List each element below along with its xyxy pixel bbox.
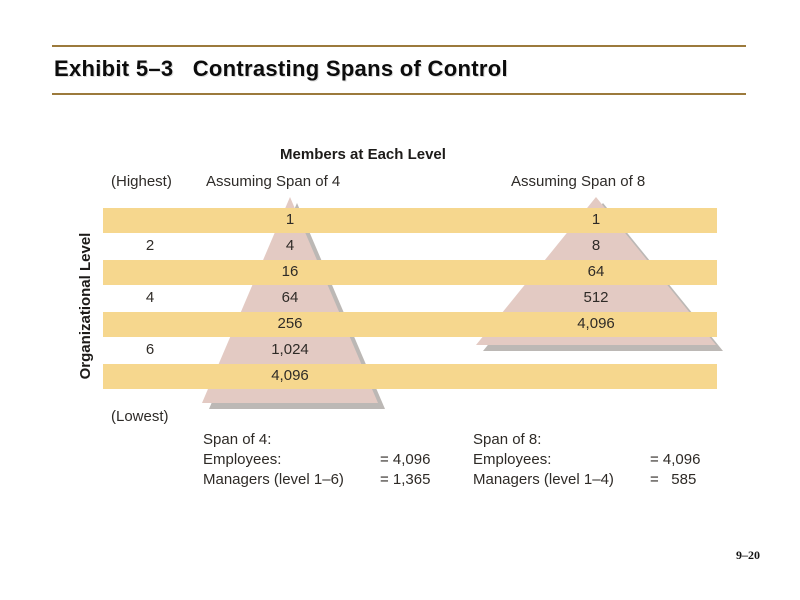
highest-level-label: (Highest) (111, 173, 172, 190)
level-bar-3 (103, 260, 717, 285)
span8-level-2-value: 8 (591, 237, 601, 254)
span4-column-header: Assuming Span of 4 (206, 173, 341, 190)
span4-level-4-value: 64 (281, 289, 299, 306)
span4-employees-value: = 4,096 (380, 451, 431, 468)
span8-summary: Span of 8: Employees: = 4,096 Managers (… (473, 430, 700, 490)
lowest-level-label: (Lowest) (111, 408, 169, 425)
y-axis-label: Organizational Level (77, 232, 94, 380)
span8-summary-title: Span of 8: (473, 431, 542, 448)
span4-summary-title: Span of 4: (203, 431, 272, 448)
span8-employees-value: = 4,096 (650, 451, 701, 468)
span4-level-5-value: 256 (277, 315, 303, 332)
span4-summary: Span of 4: Employees: = 4,096 Managers (… (203, 430, 430, 490)
span8-column-header: Assuming Span of 8 (511, 173, 646, 190)
span8-level-1-value: 1 (591, 211, 601, 228)
span4-managers-label: Managers (level 1–6) (203, 471, 344, 488)
span8-employees-label: Employees: (473, 451, 552, 468)
span8-level-4-value: 512 (583, 289, 609, 306)
span8-managers-label: Managers (level 1–4) (473, 471, 614, 488)
level-label-6: 6 (145, 341, 155, 358)
span4-managers-value: = 1,365 (380, 471, 431, 488)
span4-level-3-value: 16 (281, 263, 299, 280)
level-label-4: 4 (145, 289, 155, 306)
level-bar-7 (103, 364, 717, 389)
page-title: Exhibit 5–3 Contrasting Spans of Control (54, 56, 508, 81)
span4-level-6-value: 1,024 (271, 341, 309, 358)
level-bar-1 (103, 208, 717, 233)
span4-employees-label: Employees: (203, 451, 282, 468)
title-rule-top (52, 45, 746, 47)
level-label-2: 2 (145, 237, 155, 254)
span4-level-7-value: 4,096 (271, 367, 309, 384)
level-bar-5 (103, 312, 717, 337)
page-number: 9–20 (736, 548, 760, 562)
span4-level-1-value: 1 (285, 211, 295, 228)
span4-level-2-value: 4 (285, 237, 295, 254)
span8-level-5-value: 4,096 (577, 315, 615, 332)
span8-managers-value: = 585 (650, 471, 697, 488)
span8-level-3-value: 64 (587, 263, 605, 280)
title-rule-bottom (52, 93, 746, 95)
chart-heading: Members at Each Level (280, 146, 446, 163)
